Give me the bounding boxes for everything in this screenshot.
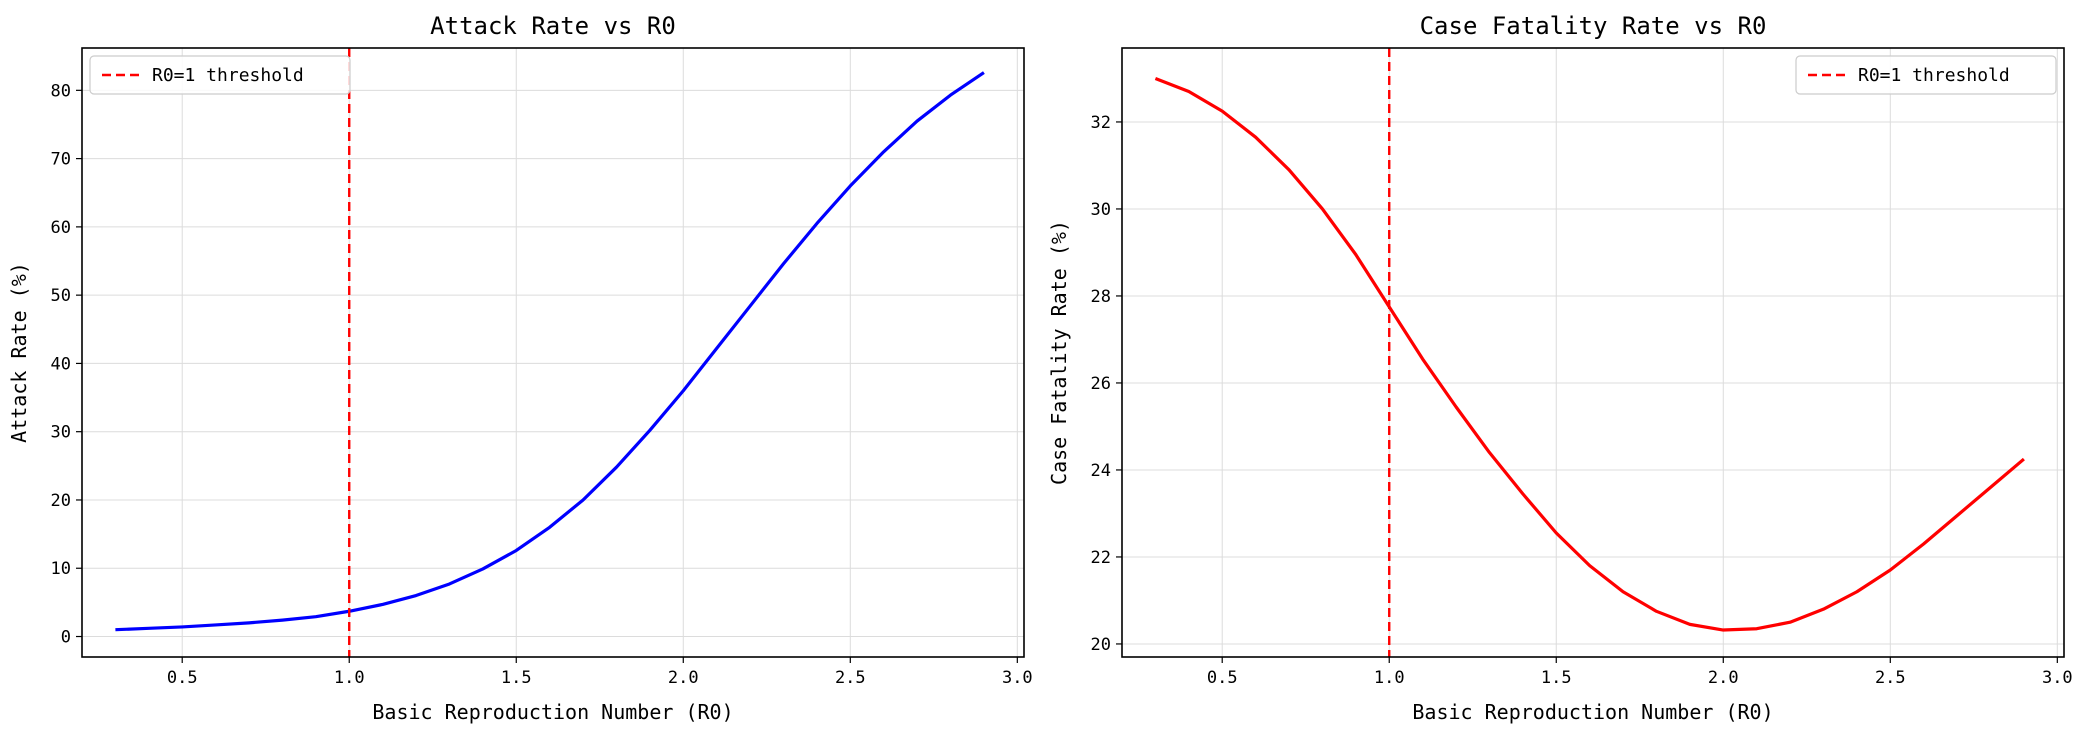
ticks: 0.5 1.0 1.5 2.0 2.5 3.0 20 22 24 26 28 30 32 (1091, 113, 2073, 688)
legend: R0=1 threshold (1795, 55, 2057, 95)
x-tick-label: 3.0 (2042, 668, 2073, 688)
y-tick-label: 24 (1091, 461, 1111, 481)
y-axis-label: Attack Rate (%) (7, 262, 31, 443)
x-tick-label: 2.5 (835, 668, 866, 688)
y-tick-label: 22 (1091, 548, 1111, 568)
x-tick-label: 2.0 (1708, 668, 1739, 688)
series-line (115, 71, 985, 632)
x-tick-label: 2.0 (668, 668, 699, 688)
x-axis-label: Basic Reproduction Number (R0) (1412, 700, 1773, 724)
chart-title: Case Fatality Rate vs R0 (1420, 12, 1767, 40)
y-tick-label: 28 (1091, 287, 1111, 307)
series-line (1154, 76, 2025, 632)
x-tick-label: 0.5 (1207, 668, 1238, 688)
y-tick-label: 50 (51, 286, 71, 306)
y-tick-label: 10 (51, 559, 71, 579)
subplot-attack-rate: Attack Rate vs R0 0.5 1.0 1.5 2.0 2.5 3.0 0 10 2… (7, 12, 1033, 724)
ticks: 0.5 1.0 1.5 2.0 2.5 3.0 0 10 20 30 40 50 60 70 80 (51, 81, 1033, 688)
plot-area (1154, 48, 2025, 657)
axes-frame (1121, 47, 2065, 658)
y-tick-label: 26 (1091, 374, 1111, 394)
legend-entry-threshold: R0=1 threshold (152, 65, 304, 86)
y-tick-label: 20 (51, 491, 71, 511)
axes-frame (81, 47, 1025, 658)
y-tick-label: 0 (61, 628, 71, 648)
chart-title: Attack Rate vs R0 (430, 12, 676, 40)
subplot-case-fatality-rate: Case Fatality Rate vs R0 0.5 1.0 1.5 2.0 2.5… (1047, 12, 2073, 724)
x-tick-label: 1.0 (334, 668, 365, 688)
x-tick-label: 2.5 (1875, 668, 1906, 688)
y-tick-label: 32 (1091, 113, 1111, 133)
y-tick-label: 40 (51, 354, 71, 374)
legend-box (89, 55, 351, 95)
y-tick-label: 60 (51, 218, 71, 238)
y-tick-label: 30 (1091, 200, 1111, 220)
x-tick-label: 3.0 (1002, 668, 1033, 688)
plot-area (115, 48, 985, 657)
y-tick-label: 30 (51, 423, 71, 443)
y-tick-label: 80 (51, 81, 71, 101)
legend: R0=1 threshold (89, 55, 351, 95)
y-axis-label: Case Fatality Rate (%) (1047, 220, 1071, 485)
legend-box (1795, 55, 2057, 95)
x-tick-label: 1.5 (1541, 668, 1572, 688)
x-tick-label: 0.5 (167, 668, 198, 688)
x-tick-label: 1.5 (501, 668, 532, 688)
y-tick-label: 70 (51, 150, 71, 170)
grid (82, 48, 1024, 657)
y-tick-label: 20 (1091, 635, 1111, 655)
x-axis-label: Basic Reproduction Number (R0) (372, 700, 733, 724)
grid (1122, 48, 2064, 657)
legend-entry-threshold: R0=1 threshold (1858, 65, 2010, 86)
x-tick-label: 1.0 (1374, 668, 1405, 688)
